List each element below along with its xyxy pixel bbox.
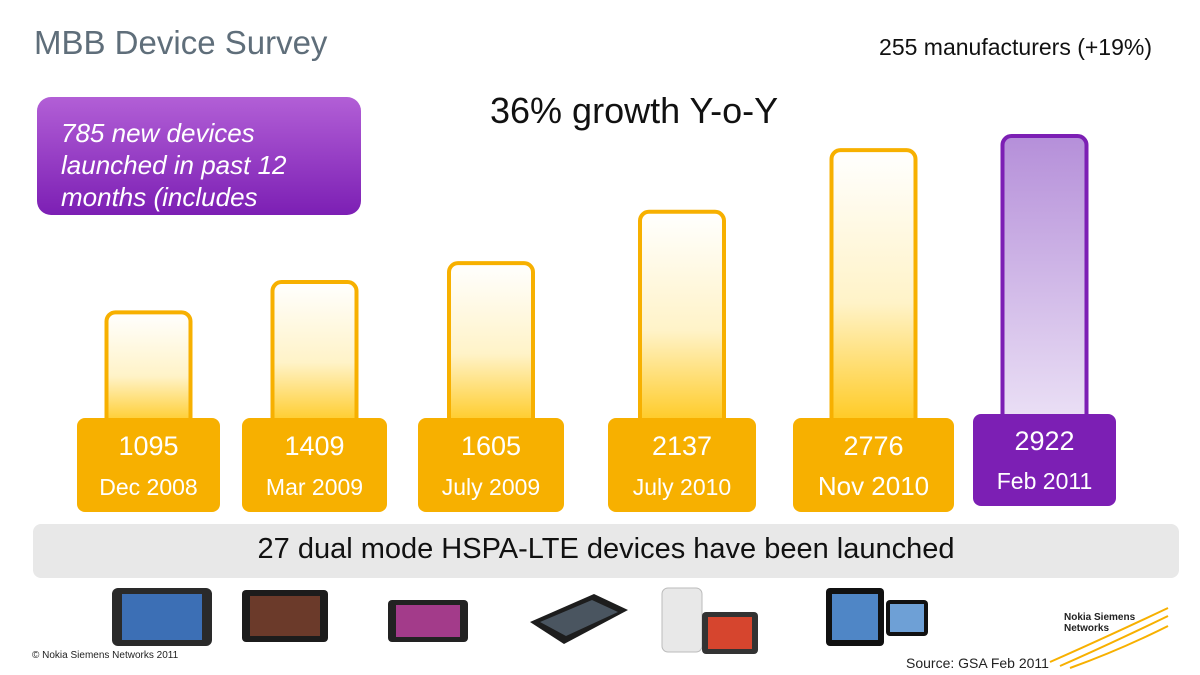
manufacturers-note: 255 manufacturers (+19%)	[879, 34, 1152, 60]
value-label-3: 2137	[652, 431, 712, 461]
bar-0	[104, 310, 193, 430]
value-label-2: 1605	[461, 431, 521, 461]
lte-devices-banner: 27 dual mode HSPA-LTE devices have been …	[33, 524, 1179, 578]
source-note: Source: GSA Feb 2011	[906, 655, 1049, 671]
label-box-4	[793, 418, 954, 512]
value-label-5: 2922	[1014, 426, 1074, 456]
label-box-5	[973, 414, 1116, 506]
device-count-chart: 1095 Dec 2008 1409 Mar 2009 1605 July 2009 213…	[77, 134, 1116, 512]
bar-2	[447, 261, 535, 430]
category-label-1: Mar 2009	[266, 474, 363, 500]
value-label-1: 1409	[284, 431, 344, 461]
banner-text: 27 dual mode HSPA-LTE devices have been …	[257, 533, 955, 565]
logo-text: Nokia Siemens Networks	[1064, 612, 1136, 634]
new-devices-callout: 785 new devices launched in past 12 mont…	[37, 97, 361, 215]
tablet-icon	[661, 587, 758, 654]
page-title: MBB Device Survey	[34, 24, 328, 61]
label-box-3	[608, 418, 756, 512]
label-box-1	[242, 418, 387, 512]
bar-4	[829, 148, 918, 430]
bar-1	[270, 280, 359, 430]
value-label-0: 1095	[118, 431, 178, 461]
label-box-2	[418, 418, 564, 512]
category-label-5: Feb 2011	[997, 468, 1092, 494]
value-label-4: 2776	[843, 431, 903, 461]
device-images	[100, 582, 960, 654]
bar-5	[1000, 134, 1089, 430]
tablet-icon	[826, 588, 928, 646]
category-label-0: Dec 2008	[99, 474, 197, 500]
copyright: © Nokia Siemens Networks 2011	[32, 650, 179, 661]
bar-3	[638, 209, 726, 430]
callout-text: 785 new devices launched in past 12 mont…	[61, 118, 287, 212]
tablet-icon	[112, 588, 212, 646]
category-label-3: July 2010	[633, 474, 731, 500]
tablet-icon	[242, 590, 328, 642]
category-label-4: Nov 2010	[818, 471, 929, 501]
company-logo: Nokia Siemens Networks	[1040, 600, 1170, 670]
growth-headline: 36% growth Y-o-Y	[490, 90, 779, 131]
category-label-2: July 2009	[442, 474, 540, 500]
tablet-icon	[530, 594, 628, 644]
label-box-0	[77, 418, 220, 512]
tablet-icon	[388, 600, 468, 642]
